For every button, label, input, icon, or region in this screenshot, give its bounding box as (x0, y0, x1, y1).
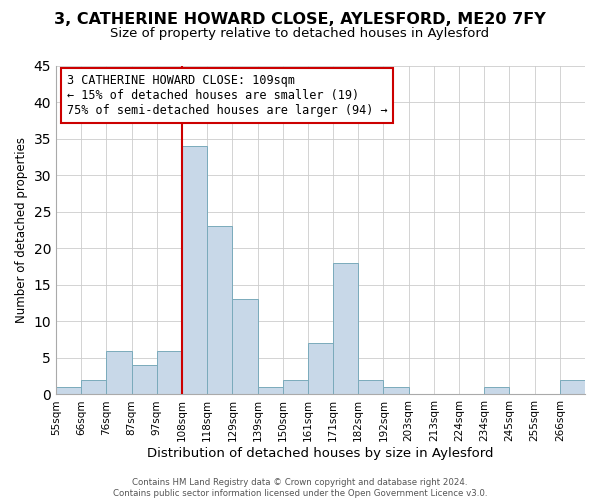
Bar (358, 380, 383, 394)
Y-axis label: Number of detached properties: Number of detached properties (15, 137, 28, 323)
Bar (560, 380, 585, 394)
Bar (182, 146, 207, 394)
Bar (333, 263, 358, 394)
X-axis label: Distribution of detached houses by size in Aylesford: Distribution of detached houses by size … (147, 447, 494, 460)
Bar (308, 344, 333, 394)
Text: Size of property relative to detached houses in Aylesford: Size of property relative to detached ho… (110, 28, 490, 40)
Bar (484, 387, 509, 394)
Bar (257, 387, 283, 394)
Bar (232, 300, 257, 394)
Bar (56, 387, 81, 394)
Bar (81, 380, 106, 394)
Text: 3, CATHERINE HOWARD CLOSE, AYLESFORD, ME20 7FY: 3, CATHERINE HOWARD CLOSE, AYLESFORD, ME… (54, 12, 546, 28)
Bar (106, 350, 131, 395)
Bar (157, 350, 182, 395)
Text: 3 CATHERINE HOWARD CLOSE: 109sqm
← 15% of detached houses are smaller (19)
75% o: 3 CATHERINE HOWARD CLOSE: 109sqm ← 15% o… (67, 74, 387, 116)
Text: Contains HM Land Registry data © Crown copyright and database right 2024.
Contai: Contains HM Land Registry data © Crown c… (113, 478, 487, 498)
Bar (207, 226, 232, 394)
Bar (383, 387, 409, 394)
Bar (131, 365, 157, 394)
Bar (283, 380, 308, 394)
